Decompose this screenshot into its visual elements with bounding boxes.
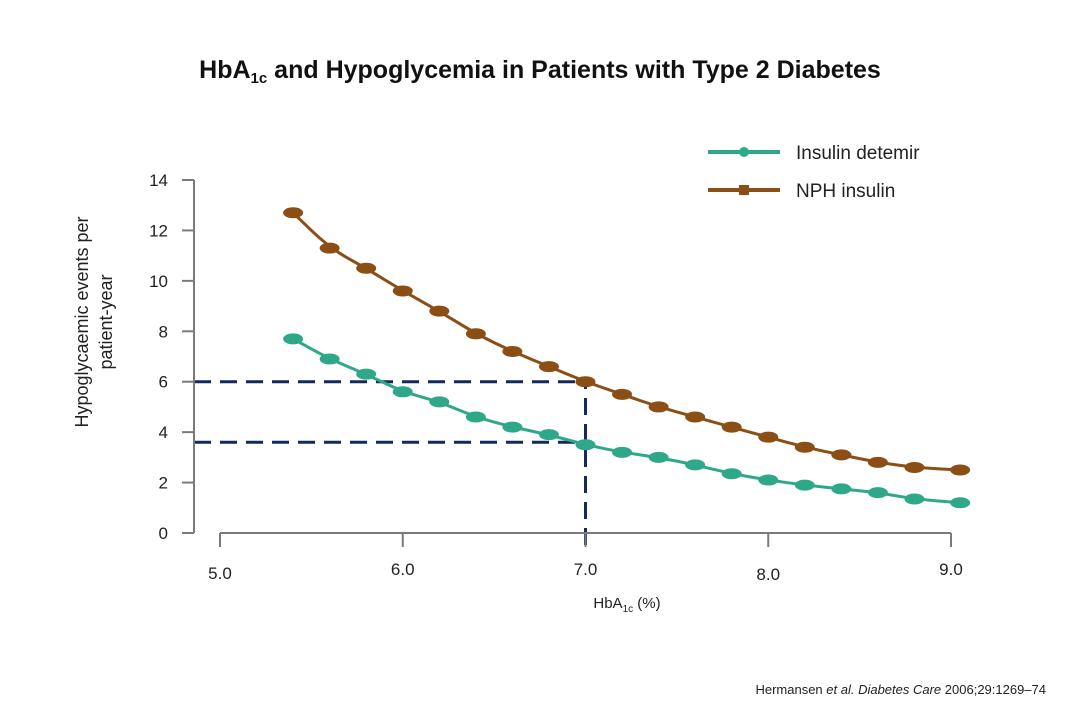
legend-marker: [739, 185, 749, 195]
data-point: [465, 328, 486, 340]
x-tick-label: 8.0: [756, 565, 780, 584]
x-tick-label: 9.0: [939, 560, 963, 579]
y-tick-label: 10: [149, 272, 168, 291]
data-point: [950, 497, 971, 509]
data-point: [867, 487, 888, 499]
data-point: [648, 401, 669, 413]
data-point: [538, 361, 559, 373]
data-point: [904, 493, 925, 505]
data-point: [758, 474, 779, 486]
data-point: [831, 449, 852, 461]
legend-label: Insulin detemir: [796, 143, 920, 164]
data-point: [429, 305, 450, 317]
data-point: [648, 451, 669, 463]
y-tick-label: 6: [159, 373, 168, 392]
data-point: [465, 411, 486, 423]
data-point: [538, 429, 559, 441]
y-tick-label: 14: [149, 171, 168, 190]
data-point: [794, 479, 815, 491]
data-point: [612, 446, 633, 458]
y-tick-label: 4: [159, 423, 168, 442]
data-point: [319, 353, 340, 365]
data-point: [575, 439, 596, 451]
reference-lines: [194, 380, 587, 545]
legend-label: NPH insulin: [796, 181, 895, 202]
data-point: [283, 333, 304, 345]
data-point: [392, 386, 413, 398]
x-tick-label: 6.0: [391, 560, 415, 579]
y-axis-label: Hypoglycaemic events per patient-year: [72, 216, 116, 427]
data-point: [685, 411, 706, 423]
y-axis-label-line: patient-year: [96, 274, 116, 369]
data-point: [612, 388, 633, 400]
data-point: [758, 431, 779, 443]
legend-marker: [739, 147, 749, 157]
data-point: [392, 285, 413, 297]
x-ticks: 5.0 6.0 7.0 8.0 9.0: [208, 533, 963, 584]
series-1: [283, 333, 971, 509]
data-point: [429, 396, 450, 408]
y-tick-label: 0: [159, 524, 168, 543]
data-point: [502, 421, 523, 433]
axes: [193, 180, 951, 534]
y-axis-label-line: Hypoglycaemic events per: [72, 216, 92, 427]
data-point: [867, 456, 888, 468]
data-point: [356, 368, 377, 380]
data-point: [721, 468, 742, 480]
legend: Insulin detemir NPH insulin: [708, 143, 920, 202]
data-point: [319, 242, 340, 254]
y-ticks: 0 2 4 6 8 10 12 14: [149, 171, 194, 543]
data-point: [950, 464, 971, 476]
x-axis-label: HbA1c (%): [593, 595, 660, 615]
y-tick-label: 8: [159, 322, 168, 341]
citation: Hermansen et al. Diabetes Care 2006;29:1…: [755, 682, 1046, 697]
chart-title: HbA1c and Hypoglycemia in Patients with …: [199, 56, 881, 87]
series-2: [283, 207, 971, 476]
data-point: [685, 459, 706, 471]
data-point: [575, 376, 596, 388]
x-tick-label: 5.0: [208, 564, 232, 583]
data-point: [356, 262, 377, 274]
data-point: [831, 483, 852, 495]
data-point: [283, 207, 304, 219]
data-point: [502, 345, 523, 357]
data-point: [794, 441, 815, 453]
y-tick-label: 12: [149, 221, 168, 240]
series-line: [292, 211, 961, 472]
series-line: [292, 337, 961, 505]
x-tick-label: 7.0: [574, 560, 598, 579]
data-point: [721, 421, 742, 433]
y-tick-label: 2: [159, 474, 168, 493]
data-point: [904, 461, 925, 473]
series-layer: [283, 207, 971, 509]
